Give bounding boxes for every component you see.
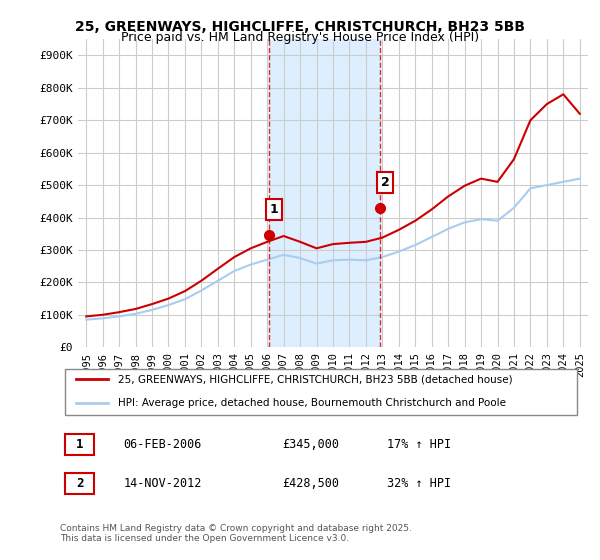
Text: 1: 1 (76, 438, 84, 451)
Text: £428,500: £428,500 (282, 477, 339, 490)
FancyBboxPatch shape (65, 473, 94, 494)
FancyBboxPatch shape (65, 370, 577, 414)
Text: 25, GREENWAYS, HIGHCLIFFE, CHRISTCHURCH, BH23 5BB: 25, GREENWAYS, HIGHCLIFFE, CHRISTCHURCH,… (75, 20, 525, 34)
Text: 2: 2 (381, 176, 389, 189)
Text: 17% ↑ HPI: 17% ↑ HPI (388, 438, 451, 451)
Bar (269, 39, 380, 347)
FancyBboxPatch shape (65, 434, 94, 455)
Text: £345,000: £345,000 (282, 438, 339, 451)
Text: Contains HM Land Registry data © Crown copyright and database right 2025.
This d: Contains HM Land Registry data © Crown c… (60, 524, 412, 543)
Text: Price paid vs. HM Land Registry's House Price Index (HPI): Price paid vs. HM Land Registry's House … (121, 31, 479, 44)
Text: 06-FEB-2006: 06-FEB-2006 (124, 438, 202, 451)
Text: HPI: Average price, detached house, Bournemouth Christchurch and Poole: HPI: Average price, detached house, Bour… (118, 398, 506, 408)
Text: 14-NOV-2012: 14-NOV-2012 (124, 477, 202, 490)
Text: 25, GREENWAYS, HIGHCLIFFE, CHRISTCHURCH, BH23 5BB (detached house): 25, GREENWAYS, HIGHCLIFFE, CHRISTCHURCH,… (118, 375, 513, 384)
Text: 32% ↑ HPI: 32% ↑ HPI (388, 477, 451, 490)
Text: 2: 2 (76, 477, 84, 490)
Text: 1: 1 (269, 203, 278, 216)
